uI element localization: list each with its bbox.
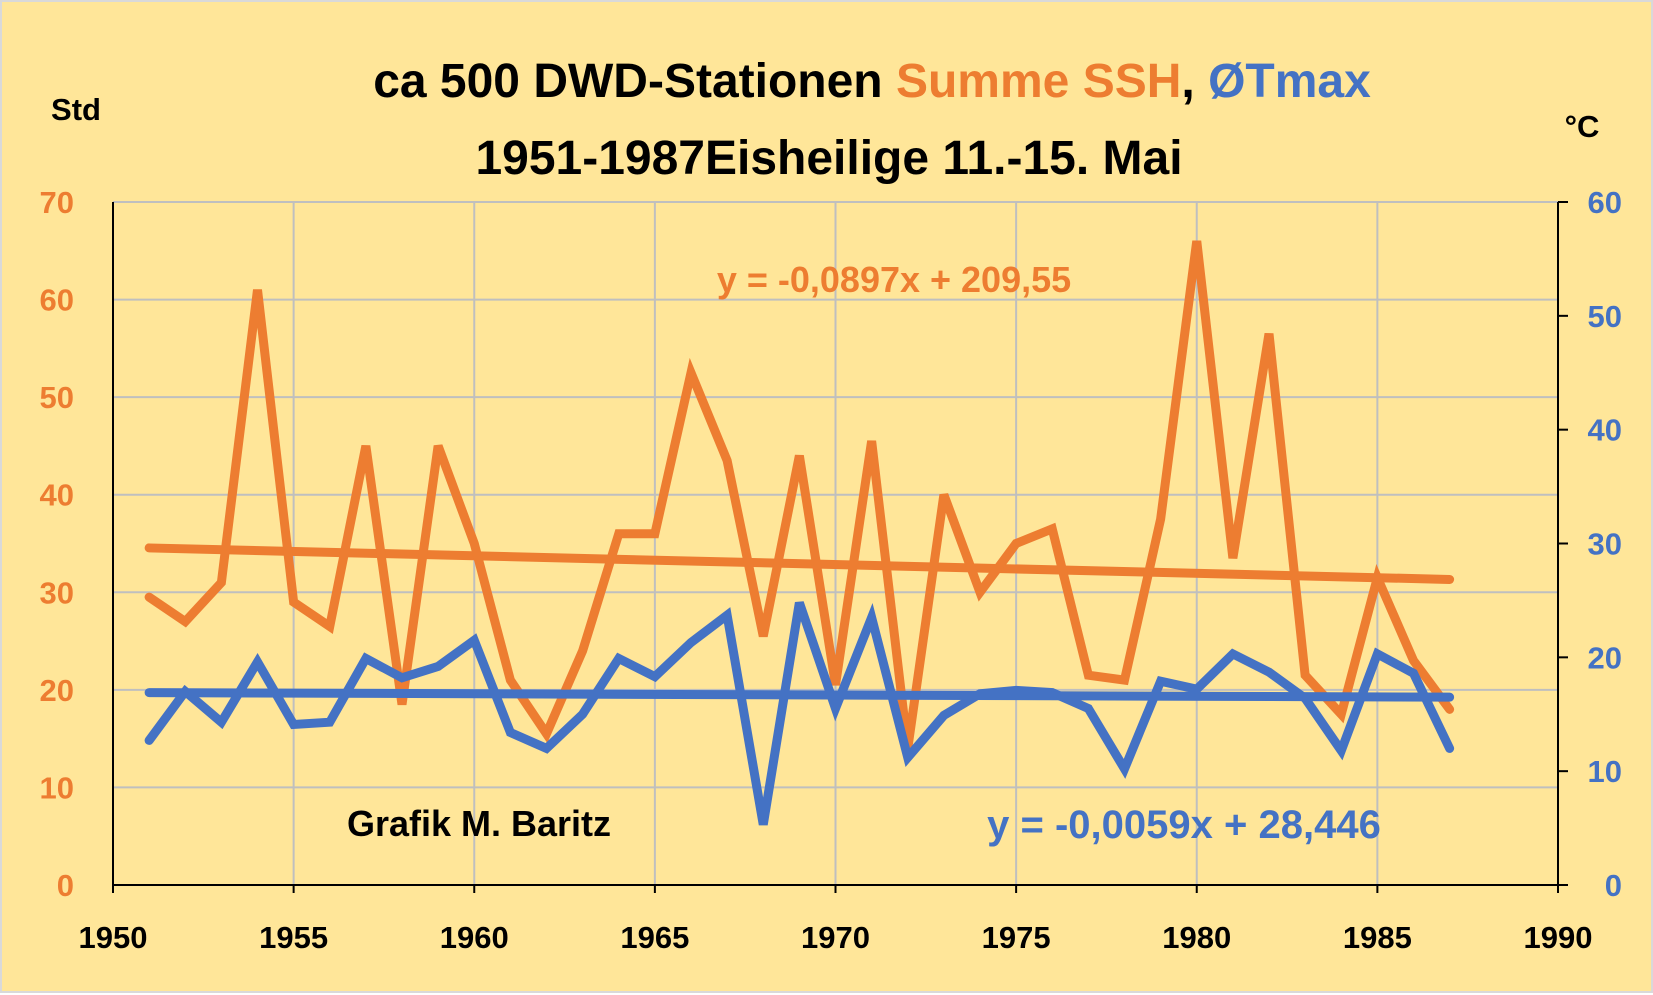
x-tick-label: 1975 [982, 920, 1051, 955]
title-part-tmax: ØTmax [1208, 55, 1371, 108]
x-tick-label: 1950 [79, 920, 148, 955]
x-tick-label: 1985 [1343, 920, 1412, 955]
y-right-tick-label: 0 [1605, 868, 1622, 903]
x-tick-label: 1955 [259, 920, 328, 955]
y-right-axis-ticks: 0 10 20 30 40 50 60 [1558, 185, 1622, 903]
series-group [144, 240, 1455, 826]
y-right-tick-label: 50 [1588, 299, 1622, 334]
y-right-tick-label: 10 [1588, 754, 1622, 789]
y-left-tick-label: 70 [40, 185, 74, 220]
x-tick-label: 1970 [801, 920, 870, 955]
y-right-axis-label: °C [1565, 109, 1600, 144]
x-axis-ticks: 1950 1955 1960 1965 1970 1975 1980 1985 1990 [79, 885, 1593, 955]
y-right-tick-label: 60 [1588, 185, 1622, 220]
x-tick-label: 1960 [440, 920, 509, 955]
trendline-tmax [144, 688, 1455, 702]
x-tick-label: 1980 [1162, 920, 1231, 955]
y-left-axis-ticks: 0 10 20 30 40 50 60 70 [40, 185, 74, 903]
y-left-tick-label: 60 [40, 283, 74, 318]
x-tick-label: 1965 [620, 920, 689, 955]
trend-equation-ssh: y = -0,0897x + 209,55 [717, 259, 1071, 300]
chart-subtitle: 1951-1987Eisheilige 11.-15. Mai [475, 132, 1182, 185]
credit-label: Grafik M. Baritz [347, 803, 611, 844]
series-line-ssh [144, 240, 1455, 750]
y-left-tick-label: 0 [57, 868, 74, 903]
y-left-tick-label: 50 [40, 380, 74, 415]
trendline-ssh [144, 543, 1455, 584]
y-left-tick-label: 30 [40, 575, 74, 610]
y-left-tick-label: 20 [40, 673, 74, 708]
y-left-tick-label: 10 [40, 770, 74, 805]
y-left-axis-label: Std [51, 92, 101, 127]
trend-equation-tmax: y = -0,0059x + 28,446 [987, 803, 1381, 847]
x-tick-label: 1990 [1524, 920, 1593, 955]
chart-title: ca 500 DWD-Stationen Summe SSH, ØTmax [373, 55, 1371, 108]
title-part-ssh: Summe SSH [896, 55, 1181, 108]
gridlines [113, 201, 1558, 885]
y-left-tick-label: 40 [40, 478, 74, 513]
y-right-tick-label: 30 [1588, 527, 1622, 562]
y-right-tick-label: 20 [1588, 640, 1622, 675]
title-part-stations: ca 500 DWD-Stationen [373, 55, 896, 108]
title-part-comma: , [1181, 55, 1208, 108]
y-right-tick-label: 40 [1588, 413, 1622, 448]
series-line-tmax [144, 601, 1455, 826]
